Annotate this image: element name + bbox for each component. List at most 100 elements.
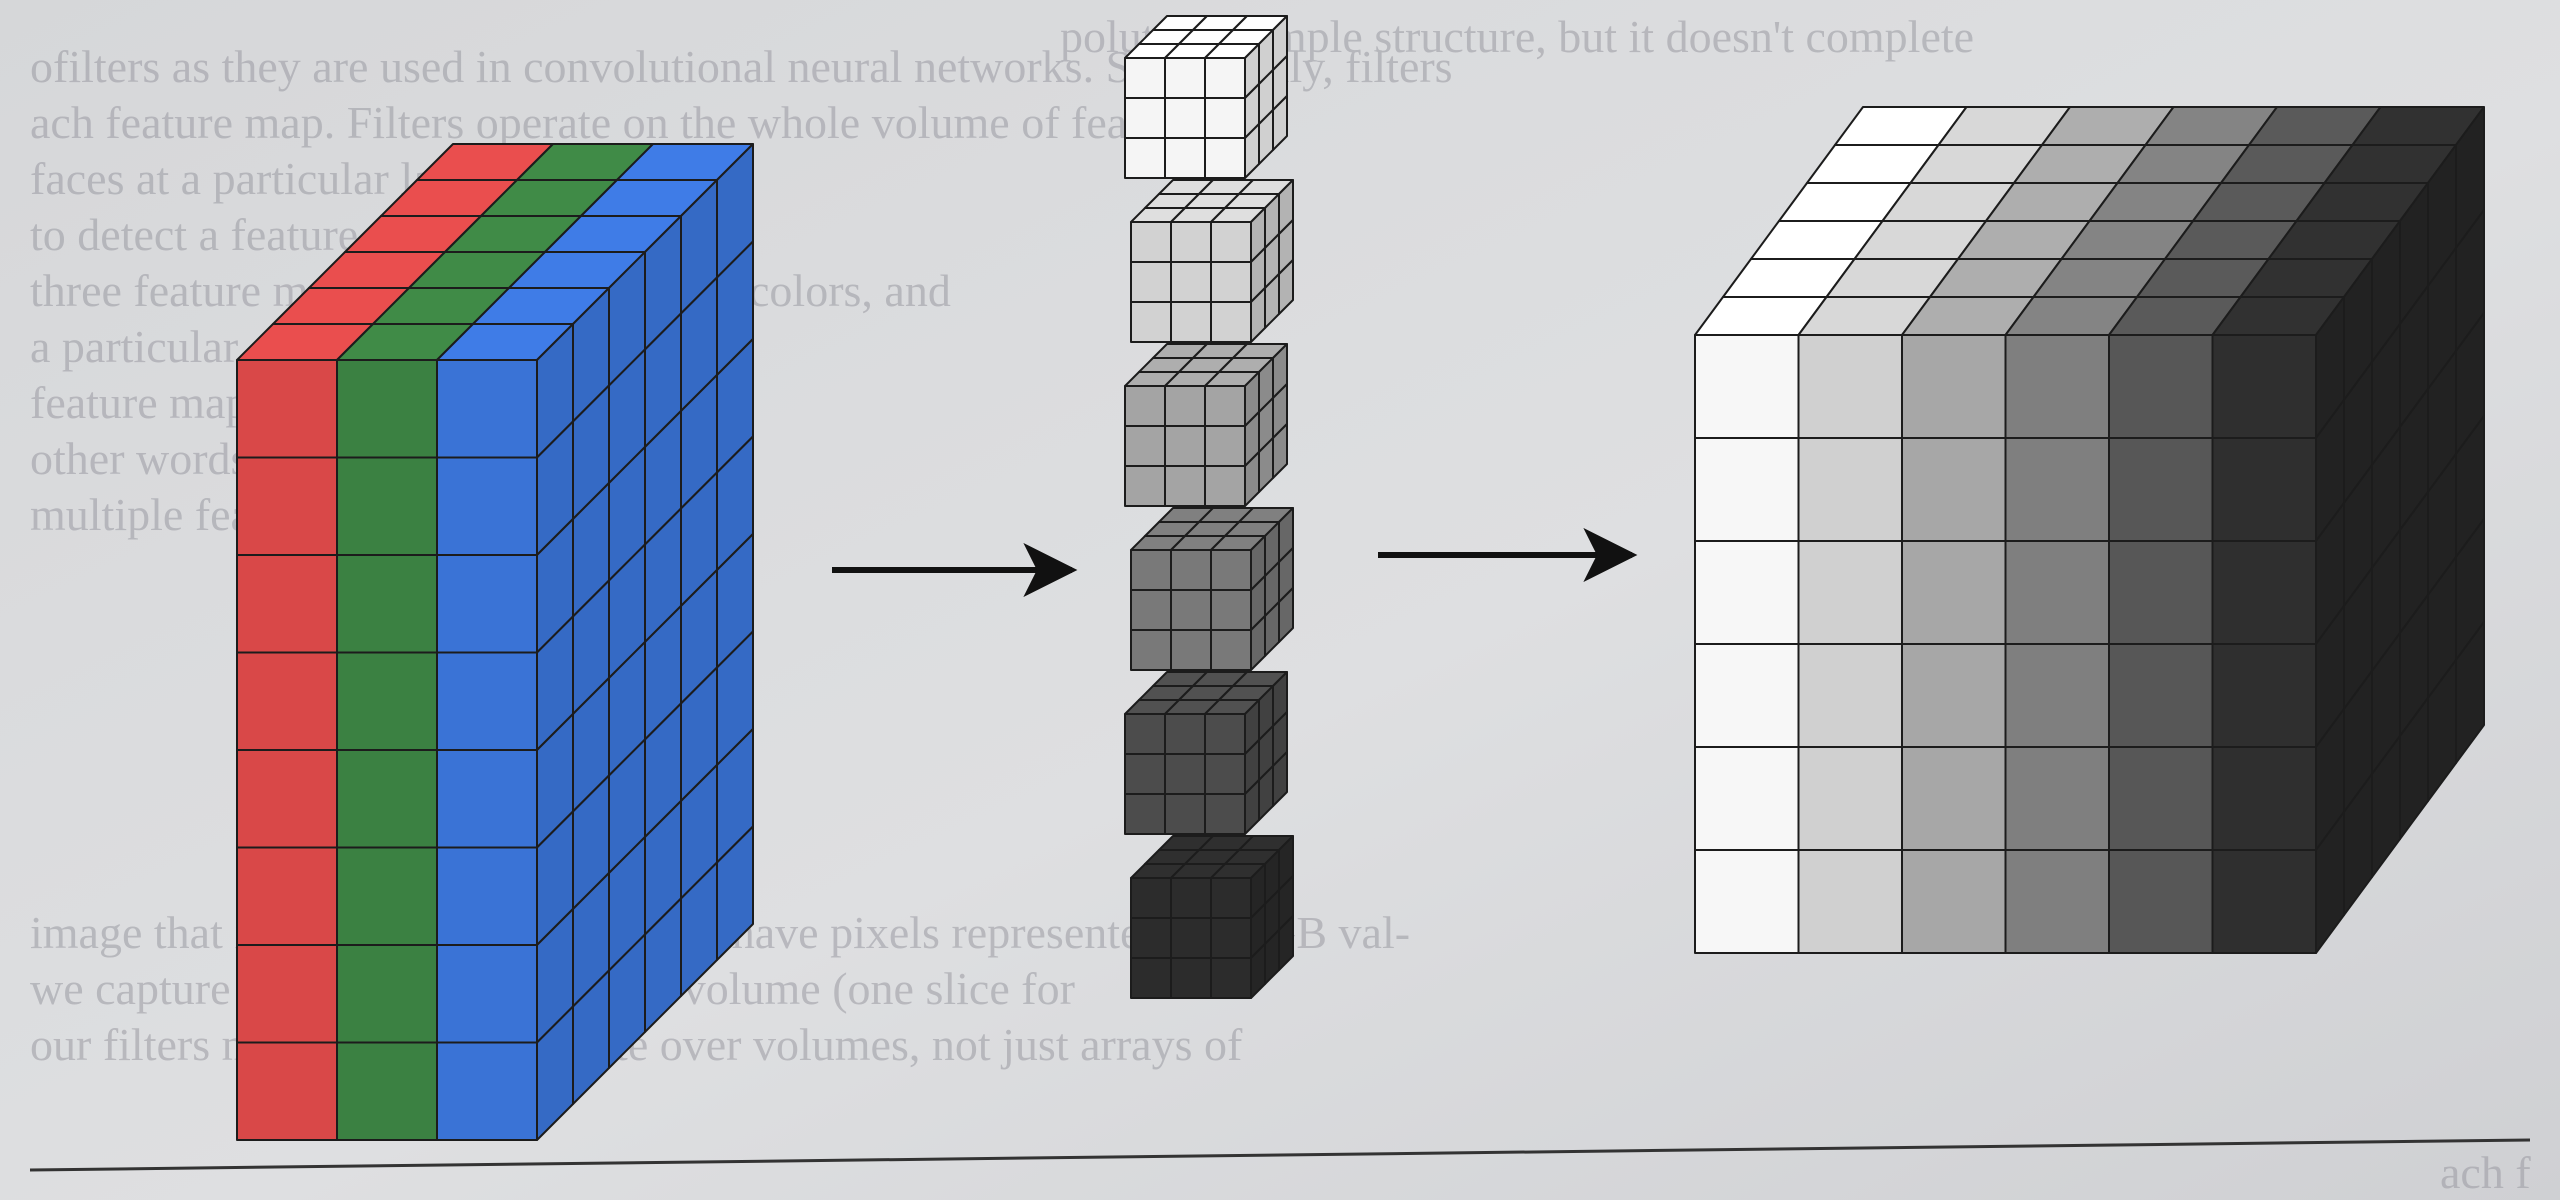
- input-front-cell-blue: [436, 944, 538, 1044]
- filter-front-cell: [1164, 425, 1206, 467]
- output-front-cell: [1694, 540, 1800, 645]
- output-front-cell: [2004, 746, 2110, 851]
- filter-front-cell: [1130, 549, 1172, 591]
- output-front-cell: [2004, 540, 2110, 645]
- input-side-cell: [716, 825, 754, 961]
- output-front-cell: [2211, 643, 2317, 748]
- input-front-cell-red: [236, 456, 338, 556]
- output-front-cell: [1901, 643, 2007, 748]
- filter-side-cell: [1278, 915, 1294, 971]
- output-front-cell: [1797, 437, 1903, 542]
- filter-front-cell: [1204, 793, 1246, 835]
- output-front-cell: [1797, 746, 1903, 851]
- filter-cube: [1124, 671, 1288, 835]
- filter-front-cell: [1210, 877, 1252, 919]
- input-front-cell-red: [236, 359, 338, 459]
- filter-front-cell: [1124, 465, 1166, 507]
- filter-front-cell: [1124, 97, 1166, 139]
- filter-side-cell: [1272, 751, 1288, 807]
- output-front-cell: [1694, 643, 1800, 748]
- filter-front-cell: [1124, 385, 1166, 427]
- output-front-cell: [2004, 437, 2110, 542]
- output-front-cell: [2211, 849, 2317, 954]
- filter-front-cell: [1164, 57, 1206, 99]
- input-front-cell-blue: [436, 456, 538, 556]
- filter-front-cell: [1210, 917, 1252, 959]
- output-front-cell: [2108, 540, 2214, 645]
- filter-front-cell: [1164, 793, 1206, 835]
- filter-front-cell: [1170, 261, 1212, 303]
- filter-side-cell: [1272, 95, 1288, 151]
- filter-front-cell: [1210, 261, 1252, 303]
- output-front-cell: [2211, 746, 2317, 851]
- input-front-cell-green: [336, 846, 438, 946]
- filter-front-cell: [1210, 549, 1252, 591]
- input-front-cell-red: [236, 554, 338, 654]
- input-front-cell-green: [336, 944, 438, 1044]
- filter-front-cell: [1164, 137, 1206, 179]
- output-front-cell: [2004, 849, 2110, 954]
- input-front-cell-blue: [436, 749, 538, 849]
- output-front-cell: [1901, 746, 2007, 851]
- filter-front-cell: [1170, 549, 1212, 591]
- output-front-cell: [2108, 334, 2214, 439]
- input-front-cell-green: [336, 456, 438, 556]
- background-text-line: ach f: [2440, 1147, 2531, 1198]
- input-front-cell-red: [236, 944, 338, 1044]
- output-front-cell: [2211, 437, 2317, 542]
- output-front-cell: [2211, 540, 2317, 645]
- filter-front-cell: [1130, 301, 1172, 343]
- filter-front-cell: [1204, 753, 1246, 795]
- filter-front-cell: [1204, 465, 1246, 507]
- filter-side-cell: [1272, 423, 1288, 479]
- filter-cube: [1124, 343, 1288, 507]
- filter-front-cell: [1164, 713, 1206, 755]
- input-front-cell-green: [336, 1041, 438, 1141]
- filter-side-cell: [1278, 259, 1294, 315]
- output-front-cell: [2108, 643, 2214, 748]
- filter-front-cell: [1170, 917, 1212, 959]
- output-front-cell: [1694, 849, 1800, 954]
- filter-front-cell: [1130, 589, 1172, 631]
- filter-front-cell: [1170, 221, 1212, 263]
- filter-front-cell: [1124, 753, 1166, 795]
- input-front-cell-blue: [436, 1041, 538, 1141]
- output-front-cell: [2108, 437, 2214, 542]
- page-bottom-rule: [29, 1138, 2531, 1172]
- filter-front-cell: [1204, 97, 1246, 139]
- background-text-line: ach feature map. Filters operate on the …: [30, 97, 1127, 148]
- filter-front-cell: [1210, 301, 1252, 343]
- filter-front-cell: [1124, 713, 1166, 755]
- filter-cube: [1130, 835, 1294, 999]
- filter-front-cell: [1210, 629, 1252, 671]
- filter-front-cell: [1130, 221, 1172, 263]
- filter-cube: [1130, 179, 1294, 343]
- filter-front-cell: [1210, 957, 1252, 999]
- input-front-cell-blue: [436, 846, 538, 946]
- filter-front-cell: [1204, 137, 1246, 179]
- filter-side-cell: [1278, 587, 1294, 643]
- filter-front-cell: [1164, 465, 1206, 507]
- input-front-cell-red: [236, 1041, 338, 1141]
- filter-front-cell: [1124, 137, 1166, 179]
- output-front-cell: [1901, 540, 2007, 645]
- input-front-cell-green: [336, 749, 438, 849]
- output-front-cell: [1797, 334, 1903, 439]
- filter-front-cell: [1130, 877, 1172, 919]
- output-front-cell: [2108, 746, 2214, 851]
- output-front-cell: [2108, 849, 2214, 954]
- filter-front-cell: [1164, 97, 1206, 139]
- output-front-cell: [1901, 437, 2007, 542]
- input-front-cell-red: [236, 651, 338, 751]
- input-front-cell-red: [236, 846, 338, 946]
- filter-front-cell: [1130, 261, 1172, 303]
- filter-cube: [1124, 15, 1288, 179]
- output-front-cell: [2211, 334, 2317, 439]
- filter-stack: [1124, 15, 1294, 999]
- output-front-cell: [1797, 643, 1903, 748]
- output-volume: [1694, 106, 2485, 954]
- filter-front-cell: [1164, 753, 1206, 795]
- output-front-cell: [1694, 746, 1800, 851]
- input-volume: [236, 143, 754, 1141]
